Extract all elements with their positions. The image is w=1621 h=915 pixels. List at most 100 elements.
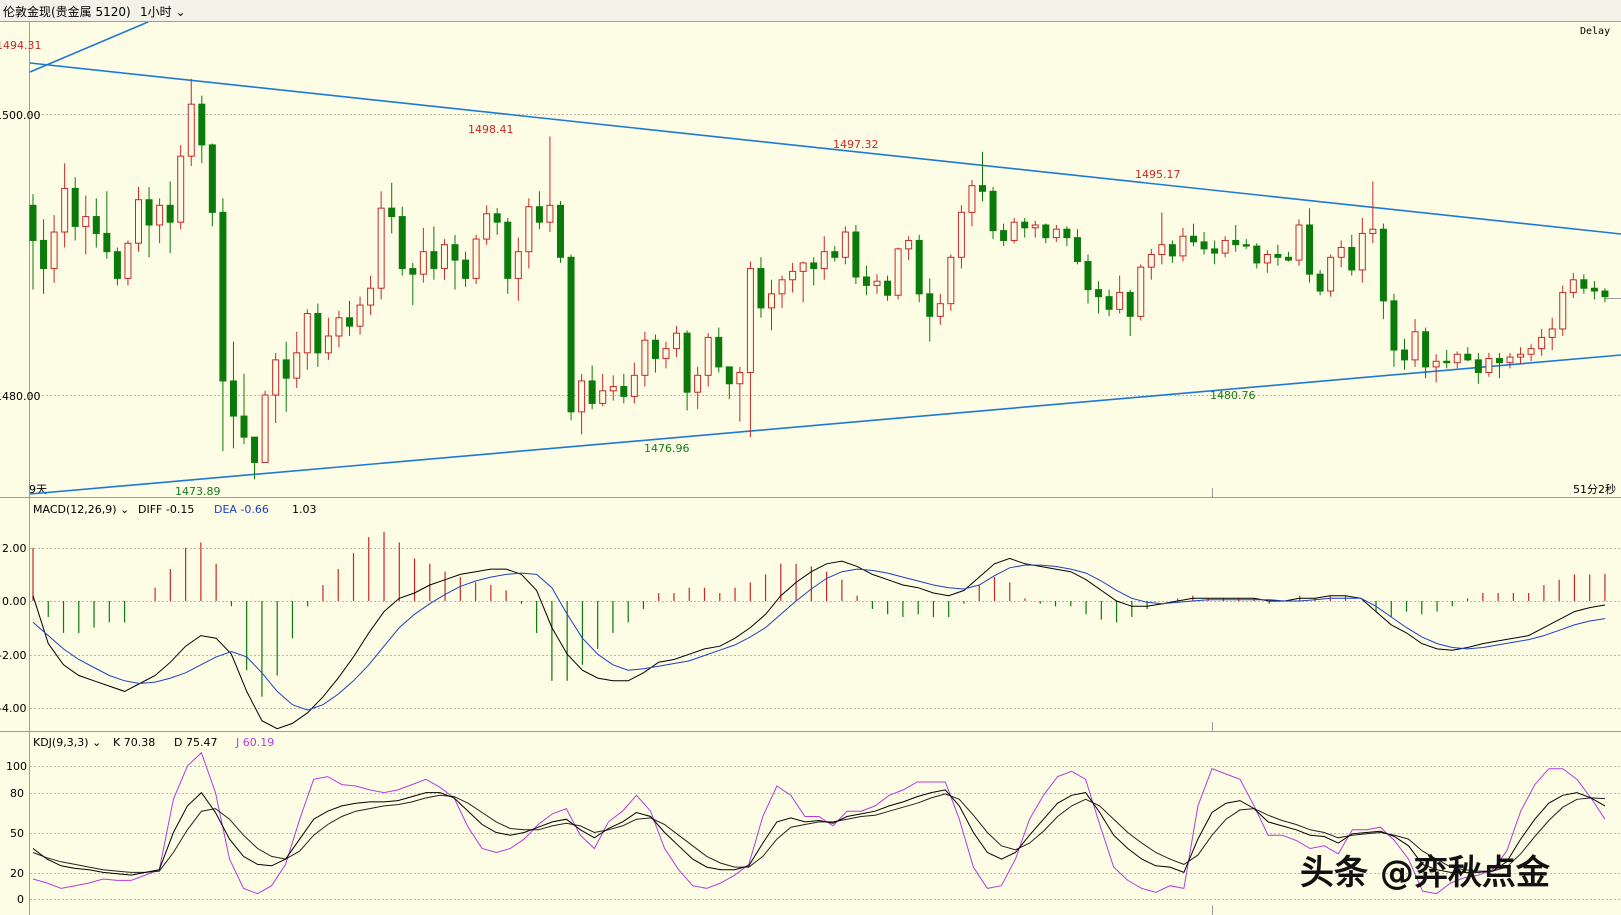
candle — [1190, 223, 1197, 247]
candle — [187, 78, 195, 166]
trendlines[interactable] — [29, 22, 1621, 495]
candle-body — [1073, 237, 1081, 263]
y-label-1500: 1500.00 — [0, 109, 41, 122]
kdj-y-label: 80 — [10, 787, 24, 800]
delay-badge: Delay — [1580, 26, 1610, 37]
candle-body — [113, 251, 121, 279]
candle — [1253, 243, 1261, 269]
candle-body — [1263, 254, 1271, 264]
candle — [1327, 254, 1335, 297]
candle-body — [346, 317, 353, 327]
candle — [1063, 226, 1071, 247]
candle-body — [314, 313, 322, 354]
candle — [1569, 272, 1577, 299]
candle — [673, 326, 681, 358]
annotation-high-2: 1497.32 — [833, 138, 879, 151]
candle-body — [1137, 266, 1145, 317]
candle-body — [514, 251, 522, 279]
kdj-d-line — [32, 793, 1606, 873]
candle-body — [282, 359, 290, 379]
candle — [1580, 274, 1588, 294]
candle-body — [936, 303, 944, 317]
candle-body — [979, 185, 986, 192]
candle — [92, 198, 100, 248]
candle — [736, 366, 744, 422]
candle — [905, 236, 913, 261]
candle-body — [398, 216, 406, 270]
candle — [1137, 264, 1145, 321]
candle-body — [1031, 224, 1039, 229]
chevron-down-icon[interactable]: ⌄ — [171, 5, 186, 19]
watermark: 头条 @弈秋点金 — [1300, 853, 1550, 893]
candle — [145, 187, 153, 258]
candle — [1105, 289, 1113, 317]
candle — [757, 257, 765, 318]
candle-body — [1116, 291, 1124, 310]
stock-chart[interactable]: 1500.00 1480.00 1494.31 9天 51分2秒 Delay 1… — [0, 22, 1621, 915]
candle — [810, 257, 818, 286]
candle — [1242, 239, 1250, 249]
candle — [514, 237, 522, 301]
candle — [1052, 224, 1060, 242]
macd-dea: DEA -0.66 — [214, 503, 269, 516]
candle — [1548, 317, 1556, 351]
candle-body — [630, 374, 638, 397]
candle — [599, 373, 607, 407]
candle — [1021, 217, 1029, 238]
candle — [303, 309, 311, 370]
candle — [799, 261, 807, 303]
candle — [314, 303, 322, 367]
candle-body — [799, 262, 807, 272]
candle-body — [440, 244, 448, 270]
candle — [957, 205, 965, 269]
candle — [398, 206, 406, 276]
candle — [356, 296, 364, 335]
candle — [1538, 328, 1546, 356]
candle-body — [1517, 353, 1525, 358]
candle — [367, 275, 375, 315]
candle-body — [124, 242, 132, 279]
candle-body — [736, 372, 744, 385]
candle — [1010, 217, 1018, 244]
candle-body — [525, 206, 533, 253]
candle — [1200, 232, 1208, 255]
candle-body — [651, 339, 659, 359]
candle-body — [778, 279, 786, 295]
candle-body — [356, 304, 364, 327]
candle — [156, 198, 164, 244]
candle — [388, 182, 396, 234]
candle-body — [1253, 245, 1261, 264]
candle-body — [71, 187, 79, 227]
kdj-y-label: 20 — [10, 867, 24, 880]
candle-body — [1348, 246, 1356, 271]
candle — [1474, 352, 1482, 384]
candle — [177, 144, 185, 230]
candle-body — [1379, 228, 1387, 302]
candle-body — [166, 204, 174, 223]
candle — [1095, 281, 1103, 314]
candle-body — [704, 336, 712, 376]
candle-body — [135, 199, 142, 244]
instrument-title: 伦敦金现(贵金属 5120) — [3, 5, 131, 19]
period-selector[interactable]: 1小时 ⌄ — [140, 3, 186, 20]
candle-body — [1147, 254, 1155, 268]
candle — [926, 278, 934, 342]
candle-body — [61, 187, 69, 233]
candle — [1000, 223, 1008, 247]
candle — [1337, 240, 1345, 268]
candle — [1485, 352, 1493, 377]
candle — [1295, 219, 1303, 266]
candle-body — [1021, 221, 1029, 229]
candle — [1306, 208, 1314, 283]
candle — [979, 151, 986, 202]
candle — [852, 224, 860, 285]
candle-body — [1168, 244, 1176, 257]
candle-body — [229, 380, 237, 417]
candle — [1358, 217, 1366, 283]
candle-body — [1358, 232, 1366, 271]
candle — [166, 181, 174, 254]
candle-body — [493, 213, 501, 223]
candle-body — [1200, 241, 1208, 250]
macd-y-label: -4.00 — [0, 702, 26, 715]
candle — [989, 187, 997, 240]
